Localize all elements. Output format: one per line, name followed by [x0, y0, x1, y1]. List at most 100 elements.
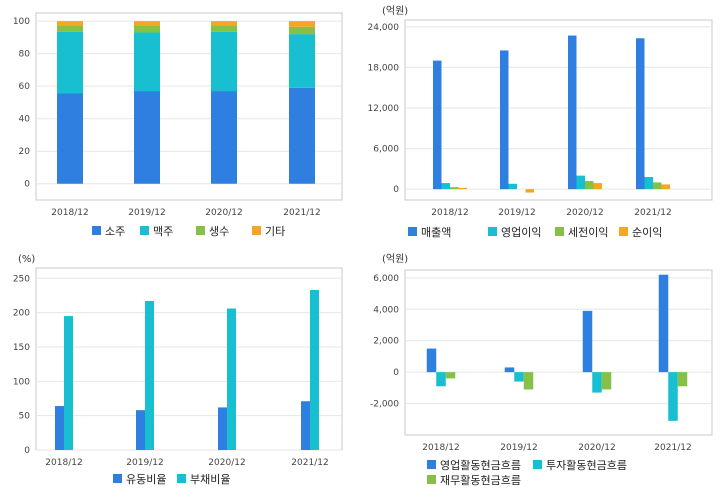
- legend-label: 영업이익: [501, 226, 541, 239]
- y-tick-label: 6,000: [373, 274, 399, 284]
- legend: 매출액 영업이익 세전이익 순이익: [408, 226, 662, 239]
- y-tick-label: 40: [19, 115, 31, 125]
- x-tick-label: 2020/12: [566, 208, 603, 218]
- bar: [289, 26, 315, 35]
- x-tick-label: 2020/12: [208, 458, 245, 468]
- legend-swatch: [177, 474, 186, 483]
- x-tick-label: 2018/12: [431, 208, 468, 218]
- bar: [310, 289, 319, 450]
- x-tick-label: 2019/12: [128, 208, 165, 218]
- y-tick-label: -2,000: [370, 400, 399, 410]
- bar: [585, 181, 594, 190]
- x-tick-label: 2018/12: [45, 458, 82, 468]
- y-tick-label: 100: [13, 377, 30, 387]
- y-tick-label: 60: [19, 82, 31, 92]
- y-tick-label: 12,000: [368, 104, 400, 114]
- legend-swatch: [196, 226, 205, 235]
- bar: [134, 32, 160, 92]
- x-tick-label: 2020/12: [205, 208, 242, 218]
- bar: [211, 91, 237, 184]
- bar: [592, 372, 602, 393]
- bar: [568, 35, 577, 190]
- chart-2: 0 6,000 12,000 18,000 24,000 2018/12 2019/12 20…: [368, 5, 713, 239]
- bar: [445, 372, 456, 379]
- bar: [658, 274, 669, 373]
- chart-4: -2,000 0 2,000 4,000 6,000 2018/12 2019/12 2020…: [370, 253, 713, 487]
- bar: [593, 183, 602, 190]
- y-tick-label: 0: [393, 368, 399, 378]
- legend-label: 부채비율: [190, 473, 230, 486]
- y-tick-label: 80: [19, 50, 31, 60]
- legend-swatch: [140, 226, 149, 235]
- legend-label: 생수: [209, 225, 229, 238]
- bar: [289, 34, 315, 88]
- bar: [661, 184, 670, 190]
- legend-swatch: [408, 227, 417, 236]
- bar: [525, 189, 534, 193]
- y-tick-label: 200: [13, 309, 30, 319]
- bar: [514, 372, 524, 382]
- y-tick-label: 4,000: [373, 305, 399, 315]
- bar: [576, 175, 585, 190]
- bar: [55, 406, 64, 450]
- bar: [441, 183, 450, 190]
- y-tick-label: 150: [13, 343, 30, 353]
- unit-label: (억원): [382, 5, 408, 17]
- legend: 소주 맥주 생수 기타: [92, 225, 285, 238]
- legend-swatch: [619, 227, 628, 236]
- legend-label: 재무활동현금흐름: [440, 473, 521, 487]
- bar: [134, 26, 160, 33]
- x-tick-label: 2021/12: [654, 443, 691, 453]
- bar: [134, 91, 160, 184]
- bar: [433, 60, 442, 190]
- bar: [211, 21, 237, 27]
- plot-area: [35, 267, 343, 451]
- chart-3: 0 50 100 150 200 250 2018/12 2019/12 2020/12 2021…: [13, 254, 343, 486]
- bar: [57, 93, 83, 184]
- y-tick-label: 20: [19, 147, 31, 157]
- y-tick-label: 50: [19, 412, 31, 422]
- bar: [677, 372, 688, 387]
- legend-label: 순이익: [632, 226, 662, 239]
- bar: [644, 176, 653, 190]
- bar: [426, 348, 437, 373]
- bar: [450, 187, 459, 190]
- bar: [508, 183, 517, 190]
- unit-label: (억원): [382, 253, 408, 265]
- y-tick-label: 6,000: [373, 145, 399, 155]
- bar: [301, 401, 310, 450]
- bar: [227, 308, 236, 450]
- bar: [582, 310, 593, 373]
- legend-label: 투자활동현금흐름: [546, 458, 627, 472]
- bar: [523, 372, 534, 390]
- unit-label: (%): [18, 254, 35, 265]
- legend: 유동비율 부채비율: [113, 473, 230, 486]
- legend-swatch: [113, 474, 122, 483]
- legend-label: 유동비율: [126, 473, 166, 486]
- legend-swatch: [252, 226, 261, 235]
- x-tick-label: 2019/12: [498, 208, 535, 218]
- bar: [636, 38, 645, 190]
- legend-label: 세전이익: [568, 226, 608, 239]
- bar: [668, 372, 678, 421]
- x-tick-label: 2021/12: [291, 458, 328, 468]
- x-tick-label: 2021/12: [634, 208, 671, 218]
- bar: [57, 21, 83, 27]
- y-tick-label: 0: [393, 185, 399, 195]
- y-tick-label: 0: [24, 180, 30, 190]
- y-tick-label: 100: [13, 17, 30, 27]
- legend-label: 기타: [265, 225, 285, 238]
- x-tick-label: 2019/12: [126, 458, 163, 468]
- legend-swatch: [533, 460, 542, 469]
- legend-swatch: [555, 227, 564, 236]
- legend-swatch: [427, 460, 436, 469]
- bar: [504, 367, 515, 373]
- legend-swatch: [427, 475, 436, 484]
- x-tick-label: 2019/12: [500, 443, 537, 453]
- bar: [211, 26, 237, 32]
- bar: [218, 407, 227, 450]
- bar: [211, 31, 237, 92]
- y-tick-label: 18,000: [368, 63, 400, 73]
- bar: [601, 372, 612, 390]
